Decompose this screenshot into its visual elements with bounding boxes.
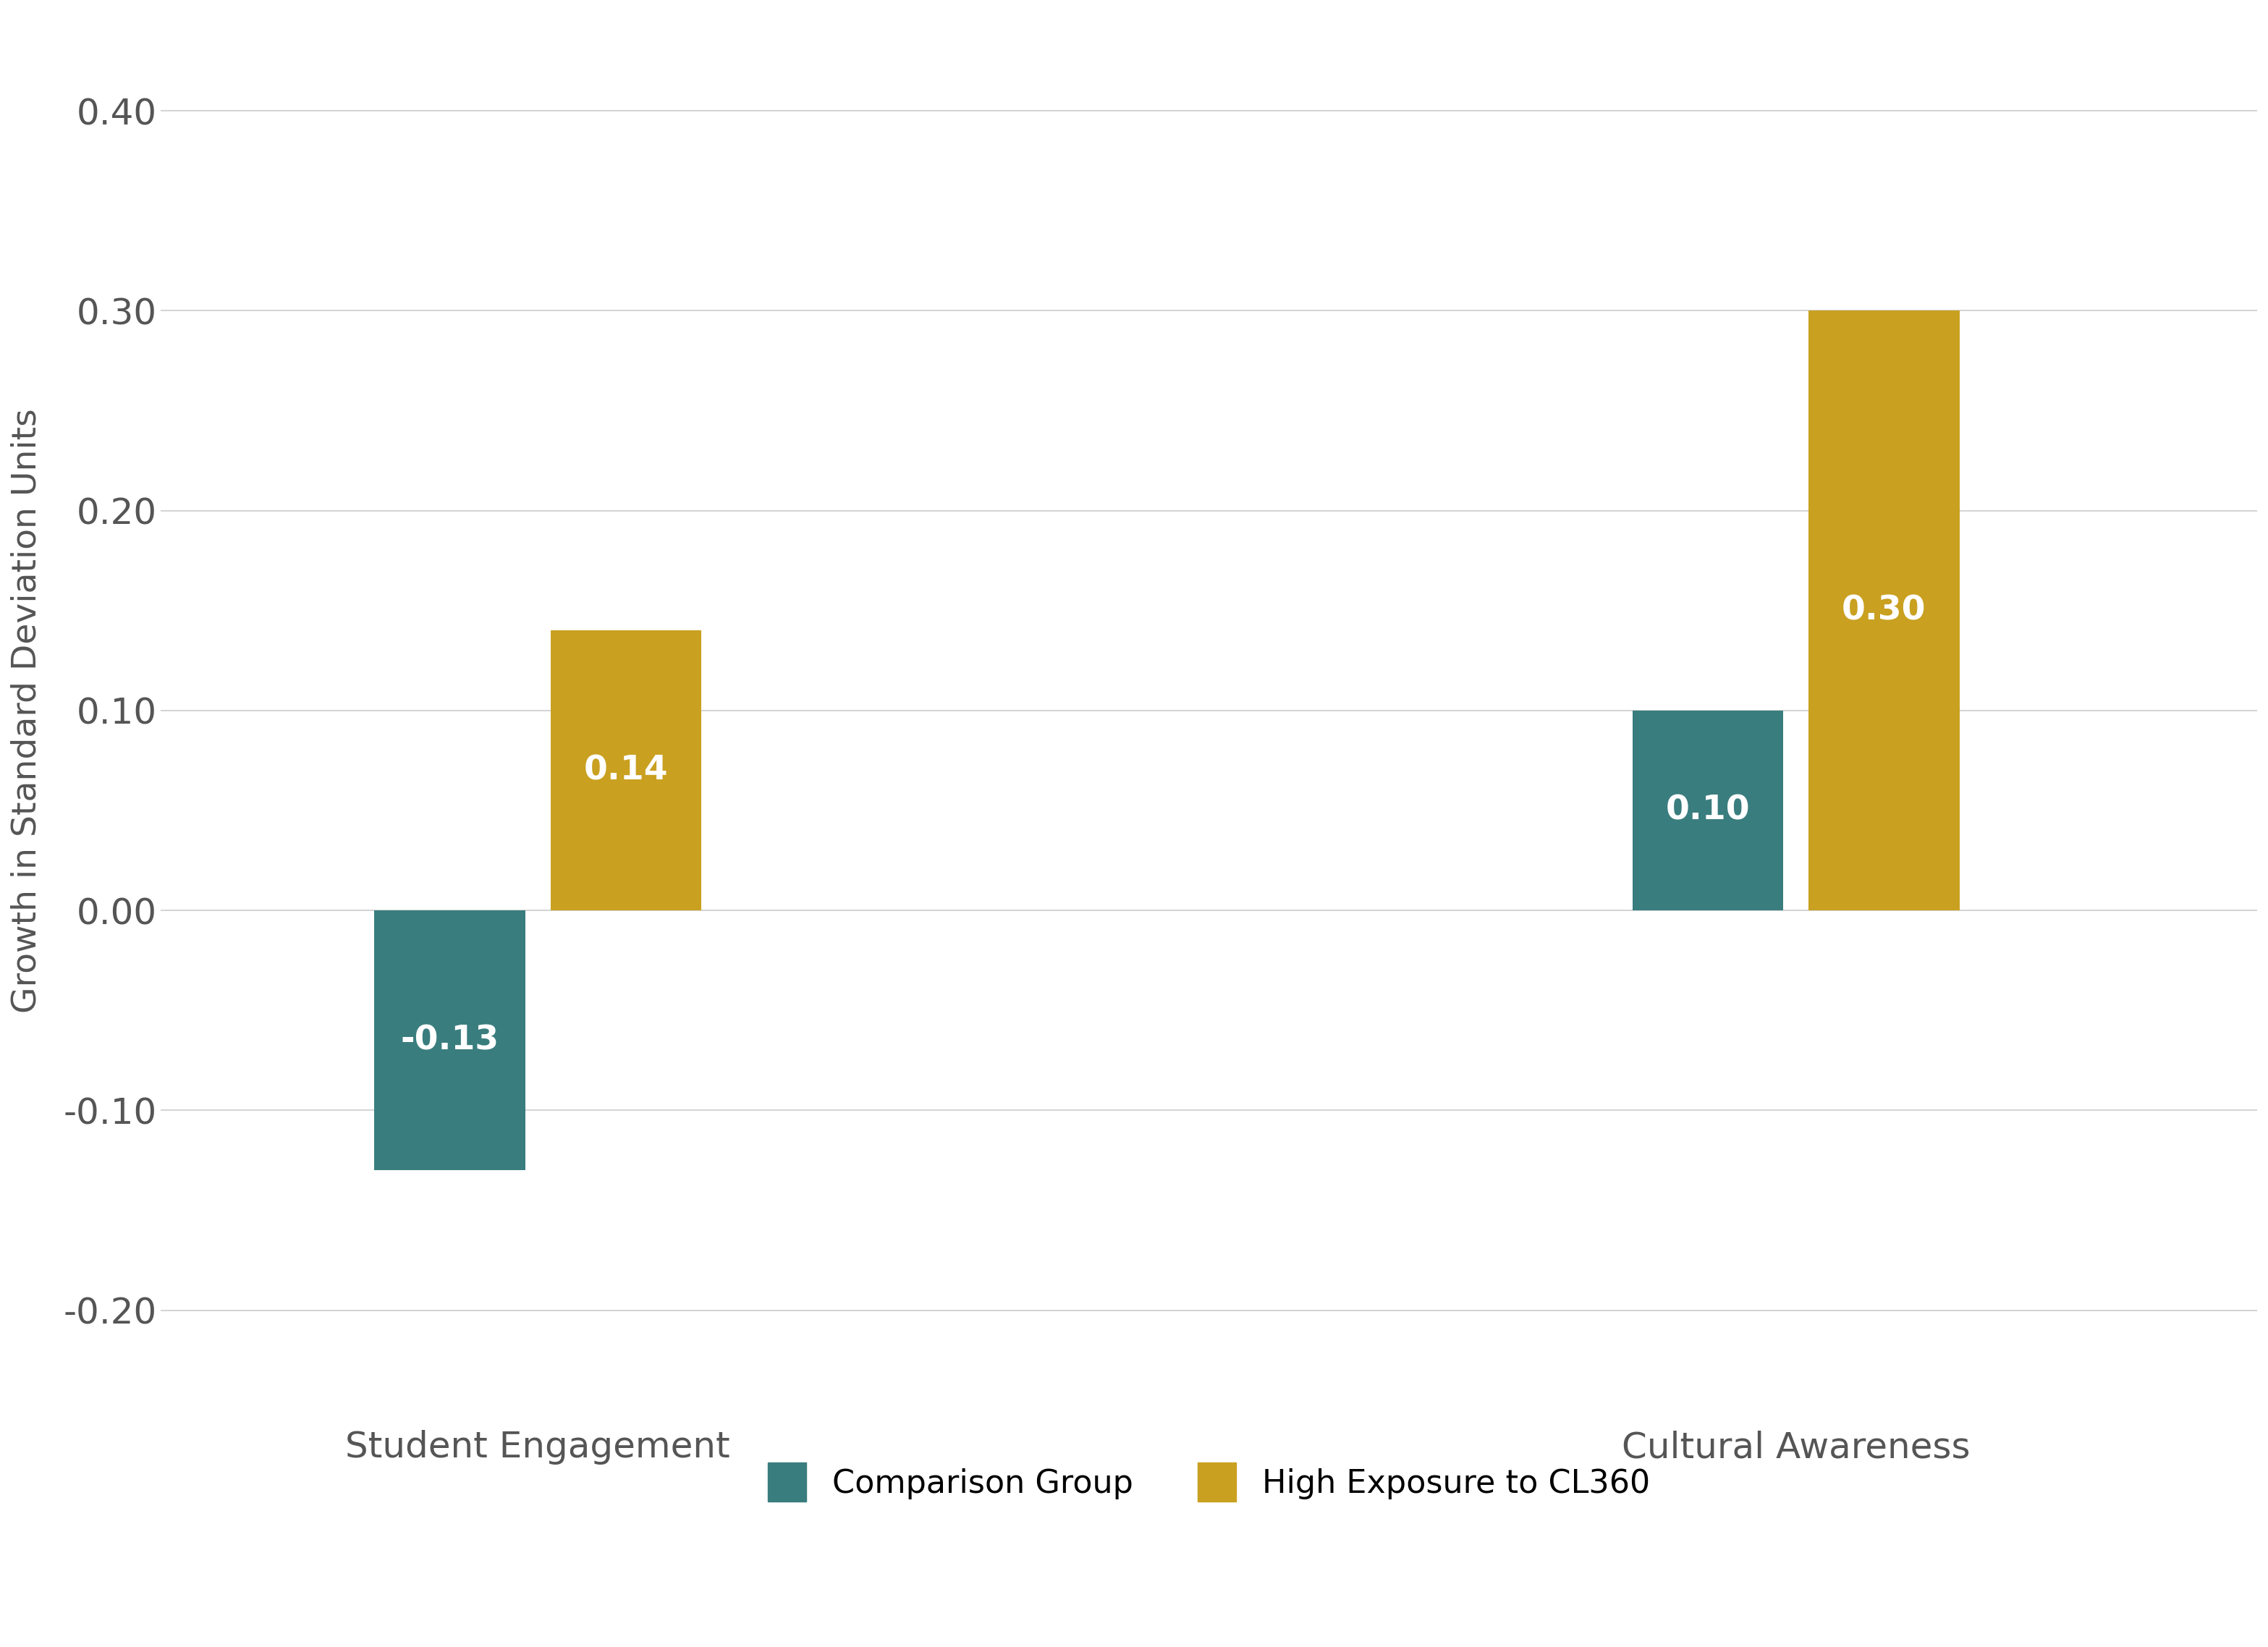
Text: 0.30: 0.30: [1842, 595, 1926, 628]
Bar: [551, 631, 701, 911]
Bar: [1808, 311, 1960, 911]
Text: 0.14: 0.14: [583, 754, 669, 787]
Text: -0.13: -0.13: [401, 1024, 499, 1057]
Legend: Comparison Group, High Exposure to CL360: Comparison Group, High Exposure to CL360: [735, 1430, 1683, 1533]
Bar: [1633, 710, 1783, 911]
Bar: [374, 911, 526, 1171]
Y-axis label: Growth in Standard Deviation Units: Growth in Standard Deviation Units: [11, 408, 43, 1013]
Text: 0.10: 0.10: [1665, 794, 1751, 827]
